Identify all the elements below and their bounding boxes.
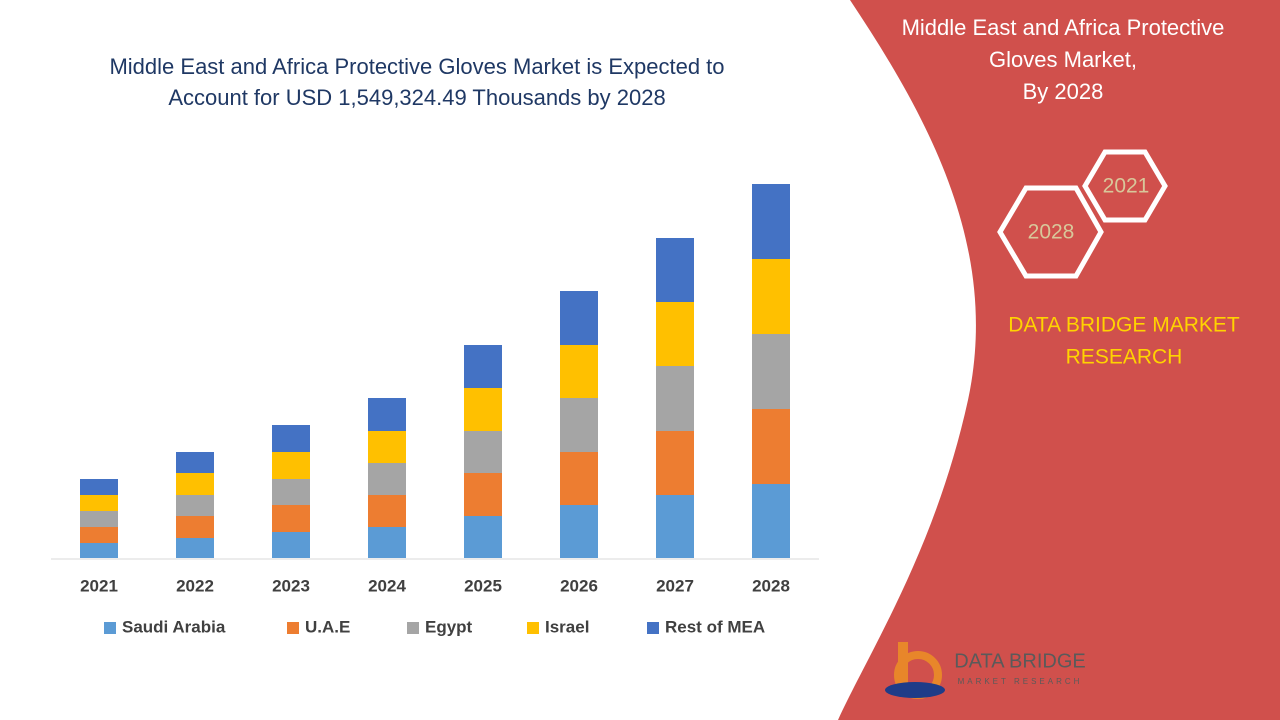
hexagon-label: 2028 [1028, 221, 1075, 244]
chart-title: Account for USD 1,549,324.49 Thousands b… [168, 85, 665, 110]
bar-segment [368, 463, 406, 495]
logo-text: MARKET RESEARCH [958, 677, 1083, 686]
bar-segment [560, 505, 598, 558]
x-tick-label: 2028 [752, 576, 790, 595]
bar-segment [560, 345, 598, 398]
bar-segment [272, 452, 310, 479]
bar-segment [656, 302, 694, 366]
x-tick-label: 2027 [656, 576, 694, 595]
bar-segment [80, 495, 118, 511]
legend-swatch [104, 622, 116, 634]
bar-segment [560, 291, 598, 345]
panel-title: Gloves Market, [989, 47, 1137, 72]
legend-swatch [647, 622, 659, 634]
bar-segment [80, 543, 118, 558]
bar-segment [464, 431, 502, 473]
legend-swatch [287, 622, 299, 634]
x-tick-label: 2021 [80, 576, 118, 595]
x-tick-label: 2024 [368, 576, 406, 595]
legend: Saudi Arabia U.A.E Egypt Israel Rest of MEA [104, 617, 765, 636]
legend-label: Israel [545, 617, 589, 636]
bar-segment [752, 184, 790, 259]
bar-segment [272, 479, 310, 505]
bar-segment [368, 398, 406, 431]
bar-segment [368, 527, 406, 558]
legend-swatch [407, 622, 419, 634]
logo: DATA BRIDGE MARKET RESEARCH [885, 642, 1086, 699]
bar-segment [752, 334, 790, 409]
bar-segment [560, 398, 598, 452]
bar-segment [272, 532, 310, 558]
bar-segment [464, 388, 502, 431]
logo-text: DATA BRIDGE [954, 650, 1086, 672]
x-tick-label: 2022 [176, 576, 214, 595]
legend-label: Egypt [425, 617, 473, 636]
legend-label: U.A.E [305, 617, 350, 636]
bar-segment [176, 516, 214, 538]
side-panel [838, 0, 1280, 720]
bar-segment [752, 484, 790, 558]
legend-label: Rest of MEA [665, 617, 765, 636]
bar-segment [464, 473, 502, 516]
brand-text: RESEARCH [1066, 346, 1183, 369]
bar-segment [656, 495, 694, 558]
x-tick-label: 2025 [464, 576, 502, 595]
bar-segment [272, 505, 310, 532]
bar-segment [80, 527, 118, 543]
bar-segment [656, 366, 694, 431]
bar-segment [464, 345, 502, 388]
legend-label: Saudi Arabia [122, 617, 226, 636]
bar-segment [176, 452, 214, 473]
panel-title: Middle East and Africa Protective [902, 15, 1225, 40]
bar-segment [80, 479, 118, 495]
bar-segment [80, 511, 118, 527]
hexagon-label: 2021 [1103, 175, 1150, 198]
bar-segment [464, 516, 502, 558]
brand-text: DATA BRIDGE MARKET [1008, 314, 1240, 337]
bar-segment [272, 425, 310, 452]
bar-segment [752, 259, 790, 334]
bar-segment [368, 431, 406, 463]
hexagon [997, 185, 1104, 279]
bar-segment [560, 452, 598, 505]
chart-title: Middle East and Africa Protective Gloves… [109, 54, 724, 79]
logo-shape [885, 682, 945, 698]
bar-segment [656, 238, 694, 302]
bar-segment [176, 495, 214, 516]
panel-title: By 2028 [1023, 79, 1104, 104]
bar-segment [176, 538, 214, 558]
hexagon [1082, 149, 1168, 223]
x-tick-label: 2026 [560, 576, 598, 595]
bar-segment [176, 473, 214, 495]
bar-segment [656, 431, 694, 495]
bar-segment [752, 409, 790, 484]
legend-swatch [527, 622, 539, 634]
x-tick-label: 2023 [272, 576, 310, 595]
plot: 2021 2022 2023 2024 2025 2026 2027 2028 [80, 184, 790, 595]
bar-segment [368, 495, 406, 527]
